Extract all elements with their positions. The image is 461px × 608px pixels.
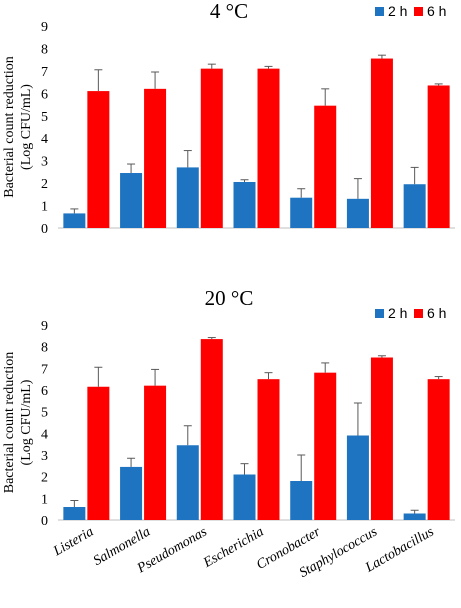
legend-swatch-6h xyxy=(414,309,423,318)
y-tick-label: 9 xyxy=(41,20,48,35)
bar-2h-pseudomonas xyxy=(176,445,199,520)
bar-2h-cronobacter xyxy=(290,197,313,228)
legend-swatch-2h xyxy=(375,309,384,318)
chart-title: 20 °C xyxy=(205,286,254,310)
bar-6h-escherichia xyxy=(257,379,280,520)
bar-6h-salmonella xyxy=(144,385,167,520)
y-tick-label: 1 xyxy=(41,200,48,215)
bar-2h-listeria xyxy=(63,213,86,228)
y-tick-label: 8 xyxy=(41,341,48,356)
y-axis-label: Bacterial count reduction xyxy=(2,56,17,198)
bar-6h-staphylococcus xyxy=(370,58,393,228)
y-tick-label: 0 xyxy=(41,222,48,237)
bar-6h-listeria xyxy=(87,91,110,228)
bar-2h-escherichia xyxy=(233,181,256,228)
legend-label-6h: 6 h xyxy=(427,305,446,321)
bar-6h-cronobacter xyxy=(314,105,337,228)
bar-2h-salmonella xyxy=(120,466,143,520)
bar-6h-lactobacillus xyxy=(427,85,450,228)
y-tick-label: 3 xyxy=(41,155,48,170)
y-tick-label: 7 xyxy=(41,362,48,377)
legend-swatch-2h xyxy=(375,7,384,16)
y-tick-label: 1 xyxy=(41,492,48,507)
bar-2h-lactobacillus xyxy=(403,513,426,520)
legend-label-2h: 2 h xyxy=(388,3,407,19)
chart-panel-1: 4 °C Bacterial count reduction (Log CFU/mL… xyxy=(2,0,455,237)
chart-title: 4 °C xyxy=(210,0,248,23)
bar-6h-staphylococcus xyxy=(370,357,393,520)
legend-label-2h: 2 h xyxy=(388,305,407,321)
legend: 2 h 6 h xyxy=(375,3,446,19)
bar-6h-cronobacter xyxy=(314,372,337,520)
y-tick-label: 3 xyxy=(41,449,48,464)
y-tick-label: 8 xyxy=(41,42,48,57)
y-tick-label: 6 xyxy=(41,87,48,102)
y-tick-label: 6 xyxy=(41,384,48,399)
bar-2h-staphylococcus xyxy=(346,435,369,520)
y-tick-label: 7 xyxy=(41,65,48,80)
y-tick-label: 5 xyxy=(41,110,48,125)
chart-panel-2: 20 °C Bacterial count reduction (Log CFU/m… xyxy=(2,286,455,581)
y-tick-label: 4 xyxy=(41,427,48,442)
y-axis-label-unit: (Log CFU/mL) xyxy=(19,379,34,465)
bar-6h-listeria xyxy=(87,386,110,520)
bar-2h-salmonella xyxy=(120,173,143,228)
legend-label-6h: 6 h xyxy=(427,3,446,19)
bar-2h-pseudomonas xyxy=(176,167,199,228)
y-tick-label: 2 xyxy=(41,177,48,192)
bar-2h-lactobacillus xyxy=(403,184,426,228)
bar-6h-salmonella xyxy=(144,88,167,228)
legend-swatch-6h xyxy=(414,7,423,16)
y-tick-label: 0 xyxy=(41,514,48,529)
bar-6h-lactobacillus xyxy=(427,379,450,520)
x-category-label: Listeria xyxy=(50,524,96,559)
bar-6h-pseudomonas xyxy=(200,339,223,520)
y-axis-label-unit: (Log CFU/mL) xyxy=(19,84,34,170)
y-tick-label: 4 xyxy=(41,132,48,147)
y-tick-label: 9 xyxy=(41,319,48,334)
bar-2h-listeria xyxy=(63,507,86,520)
bar-2h-staphylococcus xyxy=(346,198,369,228)
bar-2h-escherichia xyxy=(233,474,256,520)
bar-2h-cronobacter xyxy=(290,481,313,520)
y-tick-label: 2 xyxy=(41,471,48,486)
y-axis-label: Bacterial count reduction xyxy=(2,352,17,494)
bar-6h-pseudomonas xyxy=(200,68,223,229)
legend: 2 h 6 h xyxy=(375,305,446,321)
y-tick-label: 5 xyxy=(41,406,48,421)
bar-6h-escherichia xyxy=(257,68,280,229)
